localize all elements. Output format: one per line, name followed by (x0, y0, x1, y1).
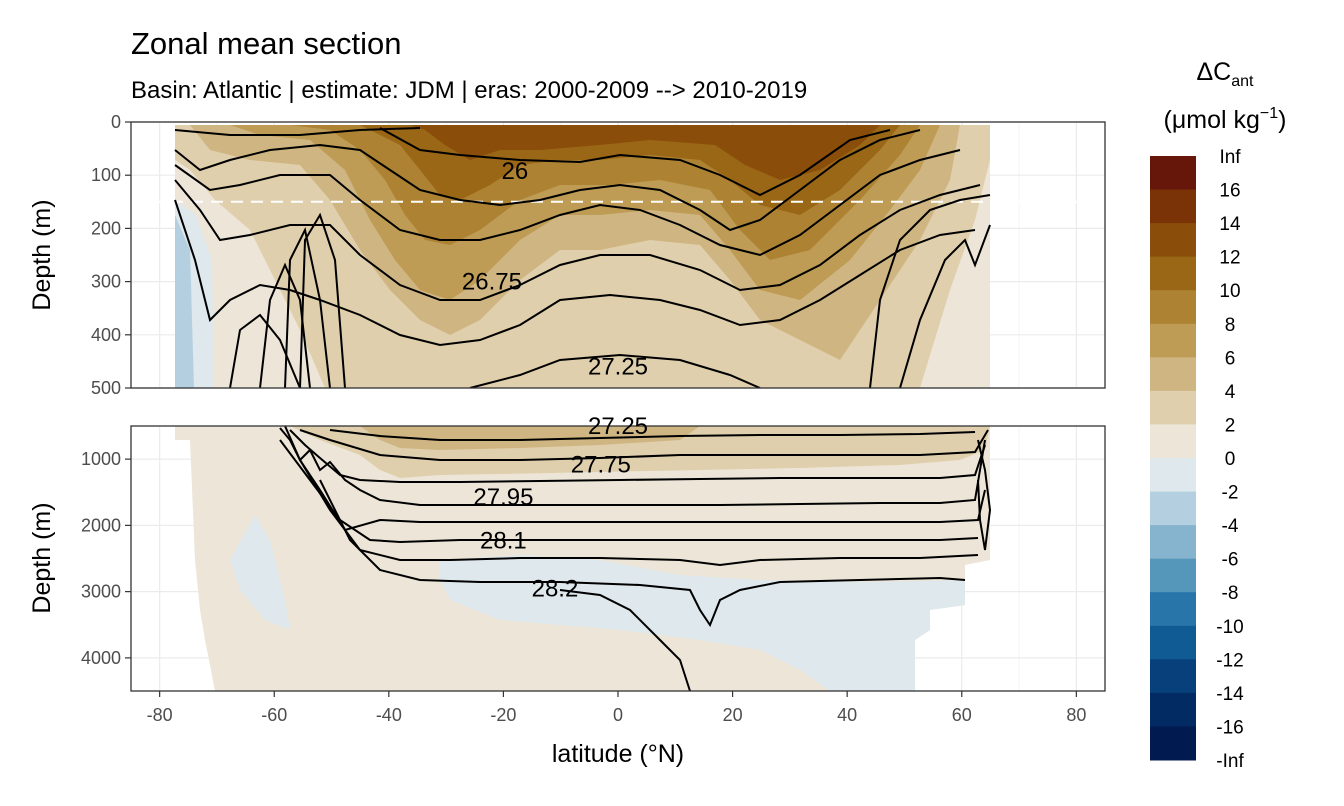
upper-isopycnals (174, 127, 991, 388)
x-axis: -80 -60 -40 -20 0 20 40 60 80 (147, 691, 1086, 725)
y-tick-label: 400 (91, 325, 121, 345)
lower-panel: 1000 2000 3000 4000 (81, 425, 1106, 692)
isopycnal-labels: 26 26.75 27.25 27.25 27.75 27.95 28.128.2 (462, 158, 648, 602)
y-tick-label: 3000 (81, 582, 121, 602)
legend-label: 12 (1219, 248, 1240, 269)
lower-panel-y-axis: 1000 2000 3000 4000 (81, 449, 131, 668)
chart-subtitle: Basin: Atlantic | estimate: JDM | eras: … (131, 77, 807, 104)
y-tick-label: 2000 (81, 515, 121, 535)
isopycnal-label: 26 (502, 158, 529, 185)
field-layer-negative-deep-north (440, 555, 965, 691)
y-tick-label: 1000 (81, 449, 121, 469)
legend-swatch (1150, 625, 1196, 660)
field-layer-negative-south-strong (175, 215, 194, 388)
legend-color-bar (1150, 156, 1196, 761)
legend-title: ΔCant (1196, 58, 1254, 90)
x-tick-label: -80 (147, 705, 173, 725)
legend-label: -2 (1222, 483, 1239, 504)
legend-label: -4 (1222, 516, 1239, 537)
x-tick-label: 20 (723, 705, 743, 725)
color-legend: ΔCant (μmol kg−1) Inf 16 14 12 10 8 6 4 2 0 -2 -4 -6… (1150, 58, 1286, 772)
isopycnal-label: 28.2 (532, 575, 579, 602)
legend-label: -16 (1216, 717, 1243, 738)
upper-panel: 0 100 200 300 400 500 (91, 112, 1106, 398)
legend-label: 10 (1219, 281, 1240, 302)
lower-panel-fill (175, 426, 992, 691)
x-tick-label: -40 (376, 705, 402, 725)
isopycnal-label: 26.75 (462, 269, 522, 296)
legend-swatch (1150, 424, 1196, 459)
y-axis-title-lower: Depth (m) (28, 502, 56, 613)
y-tick-label: 4000 (81, 648, 121, 668)
y-tick-label: 300 (91, 272, 121, 292)
legend-swatch (1150, 223, 1196, 258)
y-tick-label: 200 (91, 218, 121, 238)
legend-label: 16 (1219, 181, 1240, 202)
legend-swatch (1150, 458, 1196, 493)
legend-swatch (1150, 156, 1196, 191)
field-layer-negative-deep-south (230, 515, 290, 630)
legend-swatch (1150, 290, 1196, 325)
legend-swatch (1150, 592, 1196, 627)
upper-panel-y-axis: 0 100 200 300 400 500 (91, 112, 131, 398)
isopycnal-label: 27.25 (588, 413, 648, 440)
x-tick-label: -60 (261, 705, 287, 725)
y-axis-title-upper: Depth (m) (28, 199, 56, 310)
lower-isopycnals (279, 426, 992, 691)
legend-swatch (1150, 323, 1196, 358)
upper-panel-fill (131, 125, 1105, 388)
legend-swatch (1150, 189, 1196, 224)
chart-title: Zonal mean section (131, 26, 402, 61)
x-tick-label: 80 (1066, 705, 1086, 725)
isopycnal-label: 27.75 (571, 451, 631, 478)
legend-swatch (1150, 357, 1196, 392)
x-tick-label: 40 (837, 705, 857, 725)
legend-label: 2 (1225, 415, 1236, 436)
y-tick-label: 0 (111, 112, 121, 132)
legend-unit: (μmol kg−1) (1164, 105, 1287, 134)
legend-label: 6 (1225, 348, 1236, 369)
legend-swatch (1150, 491, 1196, 526)
legend-swatch (1150, 558, 1196, 593)
isopycnal-label: 27.25 (588, 354, 648, 381)
legend-swatch (1150, 659, 1196, 694)
y-tick-label: 100 (91, 165, 121, 185)
legend-label: -12 (1216, 650, 1243, 671)
legend-swatch (1150, 390, 1196, 425)
legend-label: -Inf (1216, 751, 1244, 772)
legend-label: -10 (1216, 617, 1243, 638)
legend-swatch (1150, 256, 1196, 291)
x-tick-label: -20 (490, 705, 516, 725)
legend-swatch (1150, 726, 1196, 761)
legend-label: -8 (1222, 583, 1239, 604)
field-layer-12-14 (410, 125, 880, 180)
legend-labels: Inf 16 14 12 10 8 6 4 2 0 -2 -4 -6 -8 -10 -12 -14 -16 -Inf (1216, 147, 1244, 772)
isopycnal-label: 28.1 (480, 528, 527, 555)
legend-label: Inf (1219, 147, 1241, 168)
legend-label: -6 (1222, 550, 1239, 571)
legend-swatch (1150, 525, 1196, 560)
legend-label: 8 (1225, 315, 1236, 336)
legend-label: 4 (1225, 382, 1236, 403)
isopycnal-label: 27.95 (473, 484, 533, 511)
field-layer-4-6-deep (360, 426, 700, 450)
legend-swatch (1150, 692, 1196, 727)
x-tick-label: 0 (613, 705, 623, 725)
x-tick-label: 60 (952, 705, 972, 725)
x-axis-title: latitude (°N) (552, 740, 684, 768)
y-tick-label: 500 (91, 378, 121, 398)
legend-label: 14 (1219, 214, 1241, 235)
legend-label: -14 (1216, 684, 1244, 705)
legend-label: 0 (1225, 449, 1236, 470)
